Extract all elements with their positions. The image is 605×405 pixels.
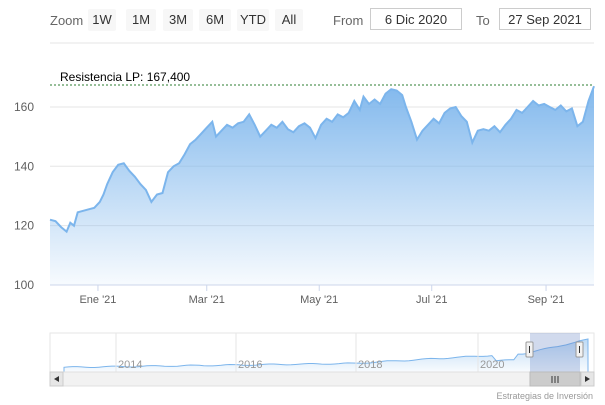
zoom-1m-button[interactable]: 1M xyxy=(126,9,156,31)
y-axis: 100 120 140 160 xyxy=(14,100,34,292)
scrollbar-track[interactable] xyxy=(49,371,595,387)
y-tick-label: 120 xyxy=(14,219,34,233)
zoom-label: Zoom xyxy=(50,13,84,28)
y-tick-label: 100 xyxy=(14,278,34,292)
y-tick-label: 160 xyxy=(14,100,34,114)
x-tick-label: Sep '21 xyxy=(528,294,565,306)
scroll-right-arrow-icon xyxy=(585,376,590,382)
x-tick-label: May '21 xyxy=(300,294,338,306)
navigator-year-label: 2018 xyxy=(358,359,382,371)
x-tick-label: Ene '21 xyxy=(79,294,116,306)
navigator-year-label: 2020 xyxy=(480,359,504,371)
to-date-input[interactable] xyxy=(499,8,591,30)
navigator[interactable]: 2014 2016 2018 2020 xyxy=(49,332,595,373)
navigator-series xyxy=(63,338,589,373)
scrollbar-grip-icon xyxy=(551,376,559,383)
zoom-6m-button[interactable]: 6M xyxy=(199,9,231,31)
scroll-left-arrow-icon xyxy=(54,376,59,382)
navigator-selection[interactable] xyxy=(530,333,580,372)
credits-text: Estrategias de Inversión xyxy=(496,391,593,401)
price-area xyxy=(50,86,594,285)
y-tick-label: 140 xyxy=(14,159,34,173)
zoom-3m-button[interactable]: 3M xyxy=(163,9,193,31)
price-line xyxy=(49,85,595,234)
x-tick-label: Jul '21 xyxy=(416,294,447,306)
to-label: To xyxy=(476,13,490,28)
zoom-ytd-button[interactable]: YTD xyxy=(237,9,269,31)
zoom-all-button[interactable]: All xyxy=(275,9,303,31)
navigator-year-label: 2014 xyxy=(118,359,142,371)
x-tick-label: Mar '21 xyxy=(189,294,225,306)
navigator-year-label: 2016 xyxy=(238,359,262,371)
range-selector-toolbar: Zoom 1W 1M 3M 6M YTD All From To xyxy=(0,0,605,40)
resistance-label: Resistencia LP: 167,400 xyxy=(60,70,190,84)
x-axis: Ene '21 Mar '21 May '21 Jul '21 Sep '21 xyxy=(79,285,565,306)
scrollbar[interactable] xyxy=(49,371,595,387)
from-date-input[interactable] xyxy=(370,8,462,30)
navigator-year-labels: 2014 2016 2018 2020 xyxy=(115,333,504,372)
zoom-1w-button[interactable]: 1W xyxy=(88,9,116,31)
from-label: From xyxy=(333,13,364,28)
